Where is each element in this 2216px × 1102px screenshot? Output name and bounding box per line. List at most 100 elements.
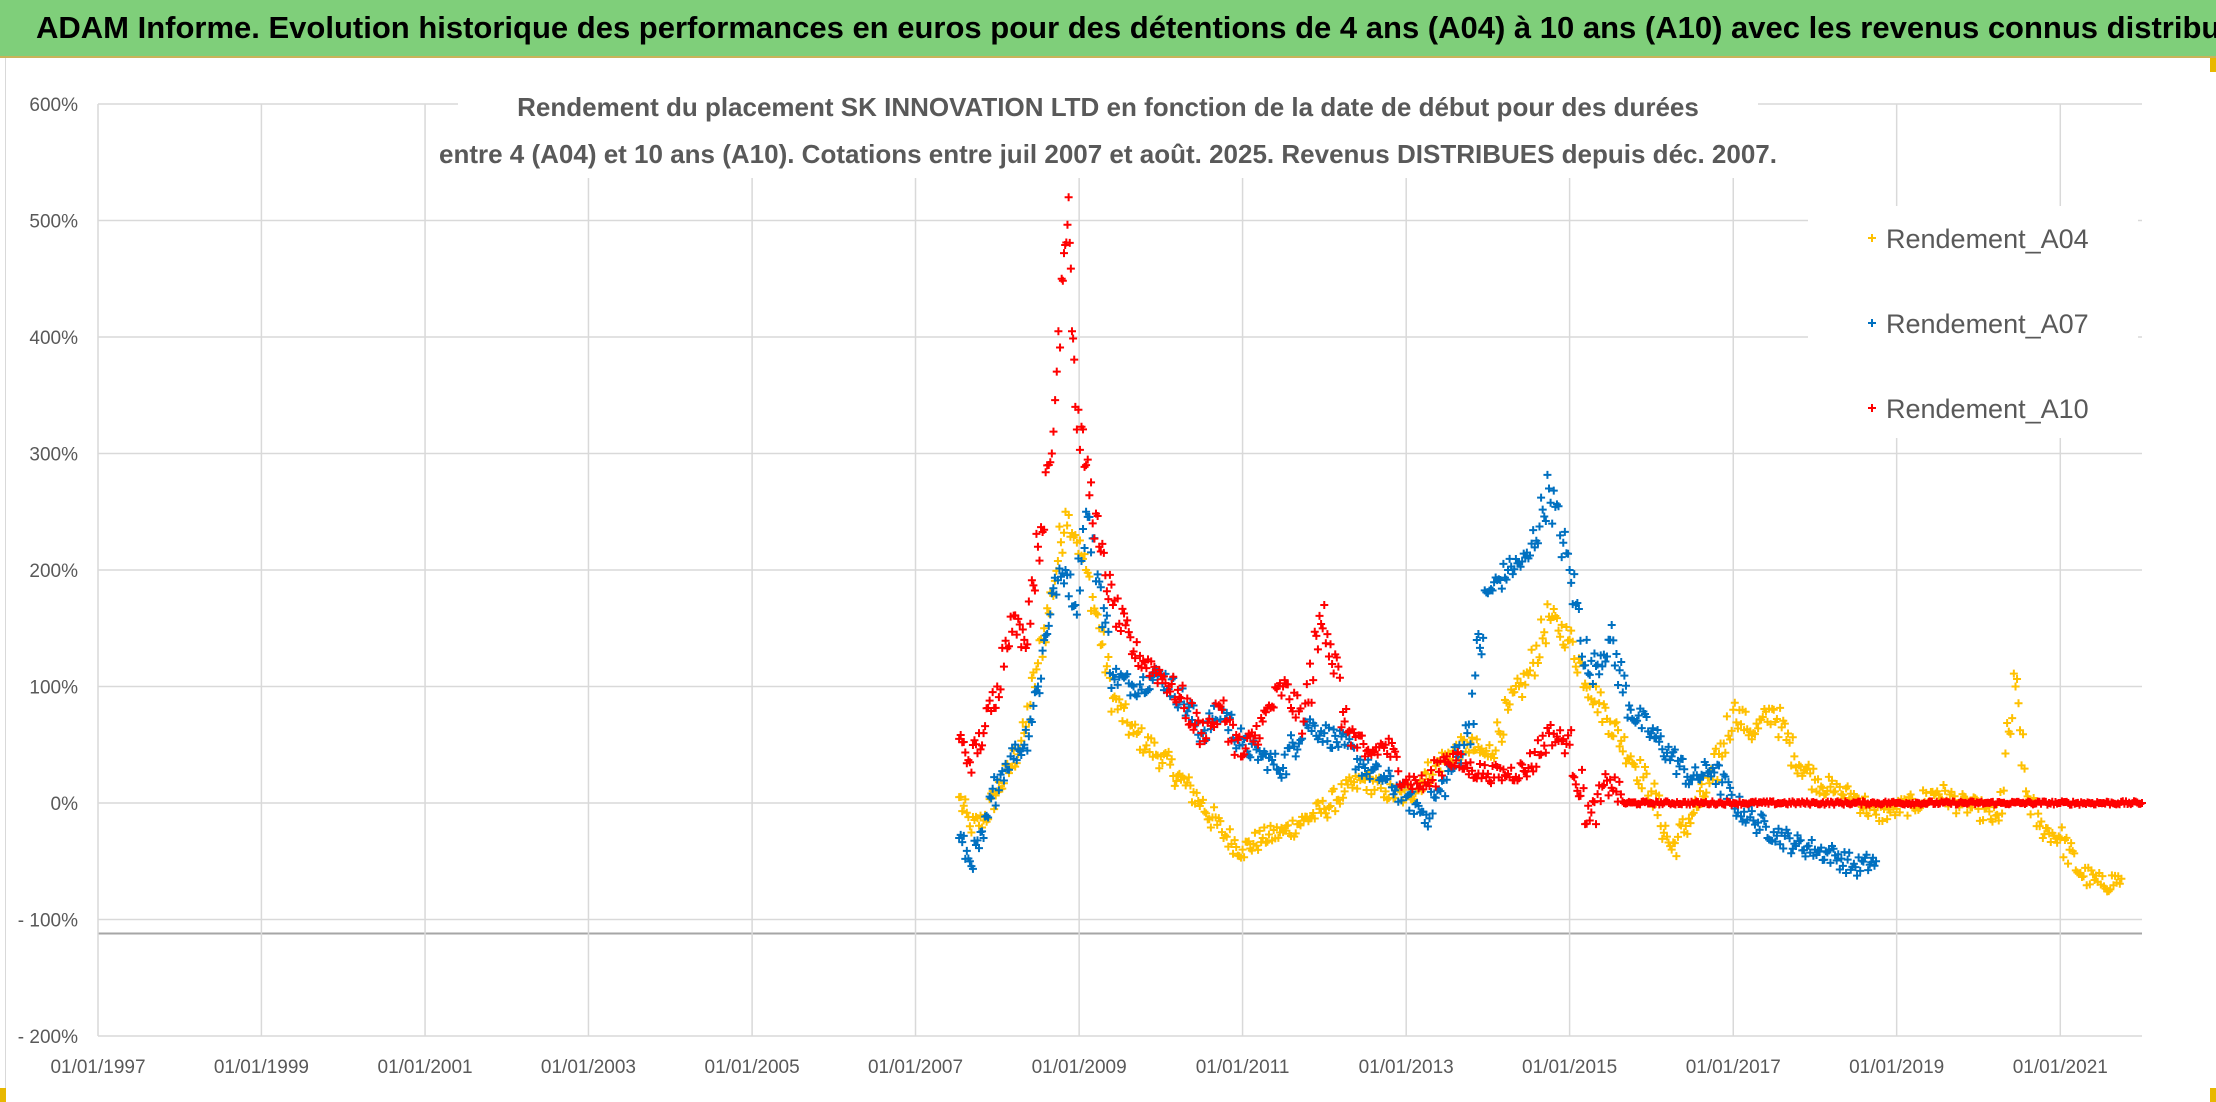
data-point <box>1202 734 1211 743</box>
data-point <box>1310 721 1319 730</box>
data-point <box>1173 771 1182 780</box>
data-point <box>1032 529 1041 538</box>
data-point <box>1872 810 1881 819</box>
data-point <box>1198 795 1207 804</box>
data-point <box>1614 681 1623 690</box>
data-point <box>1093 570 1102 579</box>
data-point <box>1652 733 1661 742</box>
data-point <box>1414 801 1423 810</box>
data-point <box>978 827 987 836</box>
data-point <box>1186 719 1195 728</box>
data-point <box>1695 787 1704 796</box>
data-point <box>1047 589 1056 598</box>
data-point <box>1595 670 1604 679</box>
data-point <box>1736 720 1745 729</box>
data-point <box>1298 729 1307 738</box>
data-point <box>1456 750 1465 759</box>
data-point <box>1615 742 1624 751</box>
data-point <box>1823 786 1832 795</box>
data-point <box>1187 699 1196 708</box>
data-point <box>1864 811 1873 820</box>
data-point <box>971 812 980 821</box>
data-point <box>1197 729 1206 738</box>
data-point <box>1112 664 1121 673</box>
data-point <box>1387 739 1396 748</box>
data-point <box>1963 808 1972 817</box>
data-point <box>1584 801 1593 810</box>
data-point <box>999 776 1008 785</box>
data-point <box>1323 630 1332 639</box>
data-point <box>1727 726 1736 735</box>
data-point <box>1427 787 1436 796</box>
data-point <box>1672 769 1681 778</box>
data-point <box>1035 689 1044 698</box>
data-point <box>1617 657 1626 666</box>
data-point <box>1334 742 1343 751</box>
data-point <box>1732 718 1741 727</box>
data-point <box>1518 693 1527 702</box>
data-point <box>1137 724 1146 733</box>
data-point <box>1244 837 1253 846</box>
data-point <box>1834 850 1843 859</box>
data-point <box>1631 762 1640 771</box>
data-point <box>1650 779 1659 788</box>
data-point <box>1891 811 1900 820</box>
data-point <box>1320 729 1329 738</box>
data-point <box>1024 732 1033 741</box>
data-point <box>1491 746 1500 755</box>
data-point <box>1370 785 1379 794</box>
data-point <box>1367 790 1376 799</box>
chart-title-line1: Rendement du placement SK INNOVATION LTD… <box>517 92 1699 122</box>
data-point <box>1543 600 1552 609</box>
data-point <box>1567 578 1576 587</box>
data-point <box>1602 652 1611 661</box>
data-point <box>1172 776 1181 785</box>
data-point <box>1017 736 1026 745</box>
data-point <box>1634 780 1643 789</box>
data-point <box>1787 849 1796 858</box>
data-point <box>959 738 968 747</box>
data-point <box>2117 874 2126 883</box>
data-point <box>1240 853 1249 862</box>
data-point <box>1788 733 1797 742</box>
data-point <box>967 768 976 777</box>
data-point <box>1229 849 1238 858</box>
data-point <box>1121 621 1130 630</box>
data-point <box>1450 743 1459 752</box>
data-point <box>1167 755 1176 764</box>
legend-box <box>1808 206 2138 438</box>
data-point <box>993 775 1002 784</box>
data-point <box>1164 747 1173 756</box>
data-point <box>956 731 965 740</box>
data-point <box>1315 731 1324 740</box>
data-point <box>1090 604 1099 613</box>
data-point <box>1118 717 1127 726</box>
data-point <box>1559 538 1568 547</box>
data-point <box>973 836 982 845</box>
data-point <box>1560 749 1569 758</box>
data-point <box>1568 771 1577 780</box>
data-point <box>1368 765 1377 774</box>
data-point <box>1477 744 1486 753</box>
data-point <box>1135 651 1144 660</box>
data-point <box>1224 726 1233 735</box>
data-point <box>1104 627 1113 636</box>
header-banner: ADAM Informe. Evolution historique des p… <box>0 0 2216 58</box>
data-point <box>1697 780 1706 789</box>
data-point <box>1238 845 1247 854</box>
data-point <box>1018 625 1027 634</box>
data-point <box>1283 821 1292 830</box>
data-point <box>1105 570 1114 579</box>
data-point <box>1115 695 1124 704</box>
y-tick-label: - 200% <box>18 1027 78 1048</box>
data-point <box>1546 498 1555 507</box>
data-point <box>1538 505 1547 514</box>
data-point <box>1699 771 1708 780</box>
data-point <box>1754 818 1763 827</box>
data-point <box>1083 568 1092 577</box>
data-point <box>1466 758 1475 767</box>
data-point <box>1342 704 1351 713</box>
data-point <box>1601 703 1610 712</box>
data-point <box>1129 647 1138 656</box>
data-point <box>961 748 970 757</box>
